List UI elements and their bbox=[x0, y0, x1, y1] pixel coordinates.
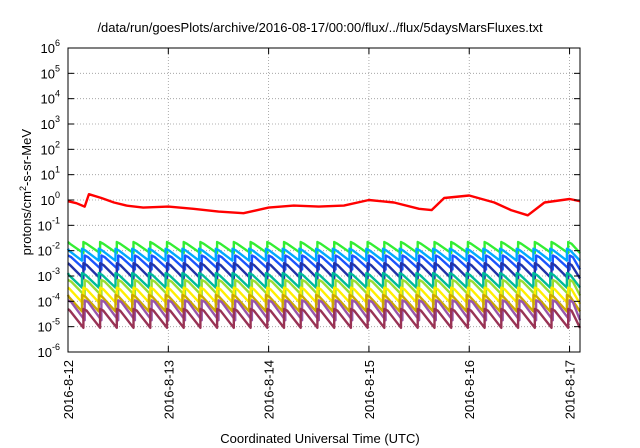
series-line bbox=[66, 293, 581, 313]
y-tick-label: 101 bbox=[41, 165, 60, 183]
y-axis-label: protons/cm2-s-sr-MeV bbox=[18, 102, 34, 282]
x-tick-label: 2016-8-13 bbox=[161, 360, 176, 419]
y-tick-label: 102 bbox=[41, 139, 60, 157]
y-axis-label-base: protons/cm bbox=[19, 191, 35, 256]
x-tick-label: 2016-8-12 bbox=[61, 360, 76, 419]
y-axis: 10-6 10-5 10-4 10-3 10-2 10-1 100 101 102 103 104 1… bbox=[38, 38, 580, 360]
series-line bbox=[67, 286, 582, 305]
y-axis-label-rest: -s-sr-MeV bbox=[19, 128, 35, 187]
grid bbox=[68, 48, 580, 352]
series-line bbox=[67, 262, 582, 280]
y-tick-label: 10-2 bbox=[38, 241, 60, 259]
y-tick-label: 10-6 bbox=[38, 342, 60, 360]
x-tick-label: 2016-8-15 bbox=[362, 360, 377, 419]
y-tick-label: 106 bbox=[41, 38, 60, 56]
x-tick-label: 2016-8-16 bbox=[462, 360, 477, 419]
series-line bbox=[66, 247, 581, 262]
series-line bbox=[67, 278, 582, 297]
series-line bbox=[67, 240, 581, 255]
x-tick-label: 2016-8-14 bbox=[262, 360, 277, 419]
y-tick-label: 105 bbox=[41, 63, 60, 81]
chart-title: /data/run/goesPlots/archive/2016-08-17/0… bbox=[97, 20, 543, 35]
series-line bbox=[67, 193, 581, 217]
y-tick-label: 10-4 bbox=[38, 291, 60, 309]
y-tick-label: 10-1 bbox=[38, 215, 60, 233]
y-axis-label-sup: 2 bbox=[17, 186, 28, 192]
series-line bbox=[67, 254, 582, 271]
x-axis: 2016-8-12 2016-8-13 2016-8-14 2016-8-15 2016… bbox=[61, 48, 578, 419]
series-line bbox=[66, 271, 581, 289]
y-tick-label: 10-5 bbox=[38, 317, 60, 335]
series-line bbox=[67, 299, 582, 322]
y-tick-label: 103 bbox=[41, 114, 60, 132]
x-tick-label: 2016-8-17 bbox=[563, 360, 578, 419]
series-line bbox=[67, 307, 582, 329]
y-tick-label: 10-3 bbox=[38, 266, 60, 284]
series-group bbox=[66, 193, 582, 329]
x-axis-label: Coordinated Universal Time (UTC) bbox=[220, 431, 420, 446]
y-tick-label: 104 bbox=[41, 89, 60, 107]
y-tick-label: 100 bbox=[41, 190, 60, 208]
